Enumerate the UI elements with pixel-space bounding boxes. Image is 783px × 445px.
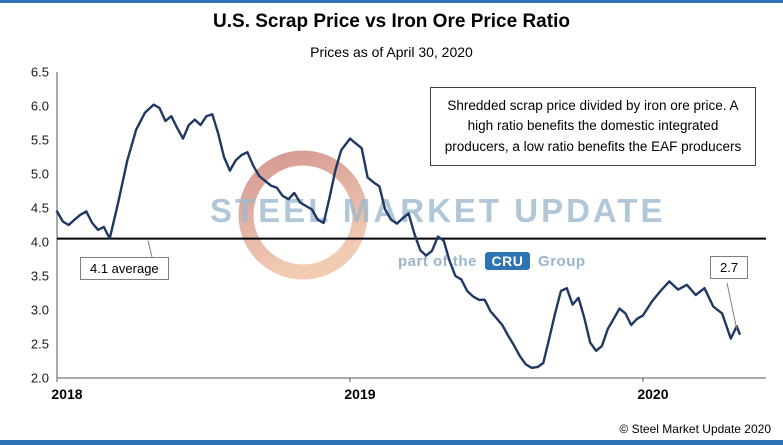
copyright-text: © Steel Market Update 2020 <box>619 422 771 436</box>
y-tick-label: 2.5 <box>31 337 49 352</box>
y-tick-label: 5.5 <box>31 133 49 148</box>
y-tick-label: 5.0 <box>31 167 49 182</box>
chart-subtitle: Prices as of April 30, 2020 <box>310 44 473 60</box>
y-tick-label: 6.5 <box>31 65 49 80</box>
average-callout: 4.1 average <box>80 257 169 280</box>
x-tick-label: 2018 <box>51 386 82 402</box>
y-tick-label: 2.0 <box>31 371 49 386</box>
last-value-callout: 2.7 <box>710 256 749 279</box>
bottom-accent-strip <box>0 440 783 445</box>
y-tick-label: 3.0 <box>31 303 49 318</box>
top-accent-strip <box>0 0 783 3</box>
y-tick-label: 4.0 <box>31 235 49 250</box>
y-tick-label: 4.5 <box>31 201 49 216</box>
x-tick-label: 2020 <box>637 386 668 402</box>
y-tick-label: 6.0 <box>31 99 49 114</box>
chart-title: U.S. Scrap Price vs Iron Ore Price Ratio <box>213 11 570 32</box>
last-callout-pointer <box>726 282 738 329</box>
series-line <box>55 103 741 369</box>
average-callout-pointer <box>147 240 153 258</box>
x-tick-label: 2019 <box>344 386 375 402</box>
annotation-box: Shredded scrap price divided by iron ore… <box>430 87 756 166</box>
y-tick-label: 3.5 <box>31 269 49 284</box>
